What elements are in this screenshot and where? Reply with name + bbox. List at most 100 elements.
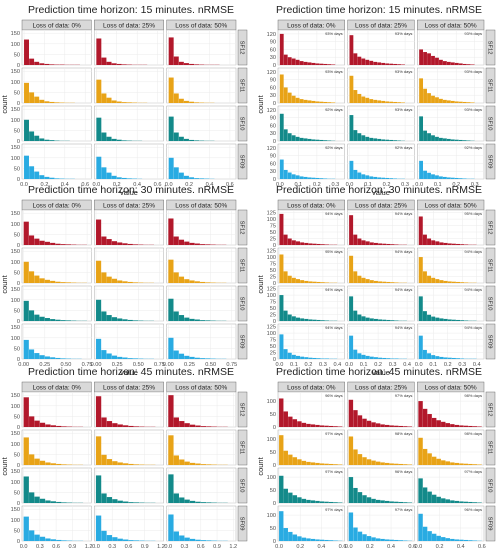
histogram-bar [201, 540, 206, 541]
histogram-bar [435, 318, 439, 321]
histogram-bar [443, 100, 447, 103]
histogram-bar [399, 426, 403, 427]
facet-panel-SF10-loss_0: 92% days [278, 106, 345, 141]
facet-panel-SF09-loss_0 [22, 506, 91, 541]
y-tick-label: 100 [11, 118, 20, 124]
histogram-bar [96, 38, 101, 65]
facet-panel-SF09-loss_0 [22, 324, 91, 359]
histogram-bar [353, 488, 357, 503]
histogram-bar [292, 174, 296, 179]
histogram-bar [66, 282, 71, 283]
histogram-bar [184, 139, 189, 141]
x-tick-label: 0.6 [52, 544, 60, 550]
facet-panel-SF09-loss_25 [94, 324, 163, 359]
histogram-bar [361, 174, 365, 179]
histogram-bar [427, 133, 431, 141]
histogram-bar [427, 453, 431, 465]
y-tick-label: 0 [17, 501, 20, 507]
histogram-bar [459, 425, 463, 427]
histogram-bar [300, 242, 304, 245]
row-strip-label: SF12 [487, 403, 493, 417]
histogram-bar [390, 540, 394, 541]
histogram-bar [447, 100, 451, 103]
days-annotation: 97% days [325, 507, 343, 512]
histogram-bar [184, 176, 189, 179]
histogram-bar [313, 282, 317, 283]
y-tick-label: 100 [11, 260, 20, 266]
histogram-bar [374, 357, 378, 359]
histogram-bar [312, 63, 316, 65]
histogram-bar [463, 64, 467, 65]
y-tick-label: 150 [11, 145, 20, 151]
row-strip-label: SF09 [239, 155, 245, 169]
histogram-bar [118, 539, 123, 541]
facet-panel-SF10-loss_0 [22, 106, 91, 141]
histogram-bar [463, 102, 467, 103]
y-tick-label: 90 [270, 78, 276, 84]
histogram-bar [423, 487, 427, 503]
facet-strip-label: Loss of data: 50% [425, 385, 477, 392]
histogram-bar [66, 244, 71, 245]
histogram-bar [308, 139, 312, 141]
histogram-bar [386, 282, 390, 283]
histogram-bar [50, 357, 55, 359]
x-tick-label: 0.0 [92, 544, 100, 550]
histogram-bar [55, 178, 60, 179]
histogram-bar [373, 100, 377, 103]
x-tick-label: 0.0 [20, 544, 28, 550]
histogram-bar [317, 244, 321, 245]
histogram-bar [473, 502, 477, 503]
histogram-bar [403, 464, 407, 465]
histogram-bar [357, 133, 361, 141]
facet-panel-SF12-loss_0 [22, 392, 91, 427]
histogram-bar [365, 175, 369, 179]
histogram-bar [34, 315, 39, 321]
y-tick-label: 30 [270, 55, 276, 61]
histogram-bar [349, 336, 353, 359]
histogram-bar [190, 425, 195, 427]
histogram-bar [378, 243, 382, 245]
histogram-bar [373, 138, 377, 141]
y-tick-label: 75 [270, 262, 276, 268]
facet-panel-SF09-loss_50 [167, 144, 236, 179]
histogram-bar [395, 358, 399, 359]
histogram-bar [374, 281, 378, 283]
facet-strip-label: Loss of data: 25% [103, 23, 155, 30]
x-tick-label: 0.6 [478, 544, 486, 550]
row-strip-label: SF12 [239, 221, 245, 235]
x-tick-label: 0.3 [181, 544, 189, 550]
histogram-bar [134, 502, 139, 503]
histogram-bar [168, 435, 173, 465]
histogram-bar [395, 282, 399, 283]
histogram-bar [179, 277, 184, 283]
histogram-bar [304, 62, 308, 65]
histogram-bar [34, 239, 39, 245]
histogram-bar [133, 358, 138, 359]
y-tick-label: 50 [14, 128, 20, 134]
histogram-bar [329, 464, 333, 465]
histogram-bar [423, 89, 427, 103]
histogram-bar [284, 349, 288, 359]
histogram-bar [40, 355, 45, 359]
histogram-bar [401, 102, 405, 103]
histogram-bar [302, 499, 306, 503]
facet-panel-SF09-loss_50: 92% days [417, 144, 484, 179]
histogram-bar [321, 244, 325, 245]
histogram-bar [397, 102, 401, 103]
histogram-bar [50, 178, 55, 179]
histogram-bar [189, 140, 194, 141]
histogram-bar [459, 463, 463, 465]
histogram-bar [101, 493, 106, 503]
histogram-bar [367, 421, 371, 427]
histogram-bar [112, 241, 117, 245]
y-tick-label: 100 [11, 222, 20, 228]
histogram-bar [357, 94, 361, 103]
histogram-bar [194, 102, 199, 103]
histogram-bar [300, 99, 304, 103]
facet-panel-SF11-loss_50: 98% days [417, 430, 484, 465]
facet-panel-SF10-loss_50 [167, 286, 236, 321]
histogram-bar [419, 78, 423, 103]
histogram-bar [122, 281, 127, 283]
histogram-bar [40, 423, 45, 427]
histogram-bar [24, 40, 29, 65]
